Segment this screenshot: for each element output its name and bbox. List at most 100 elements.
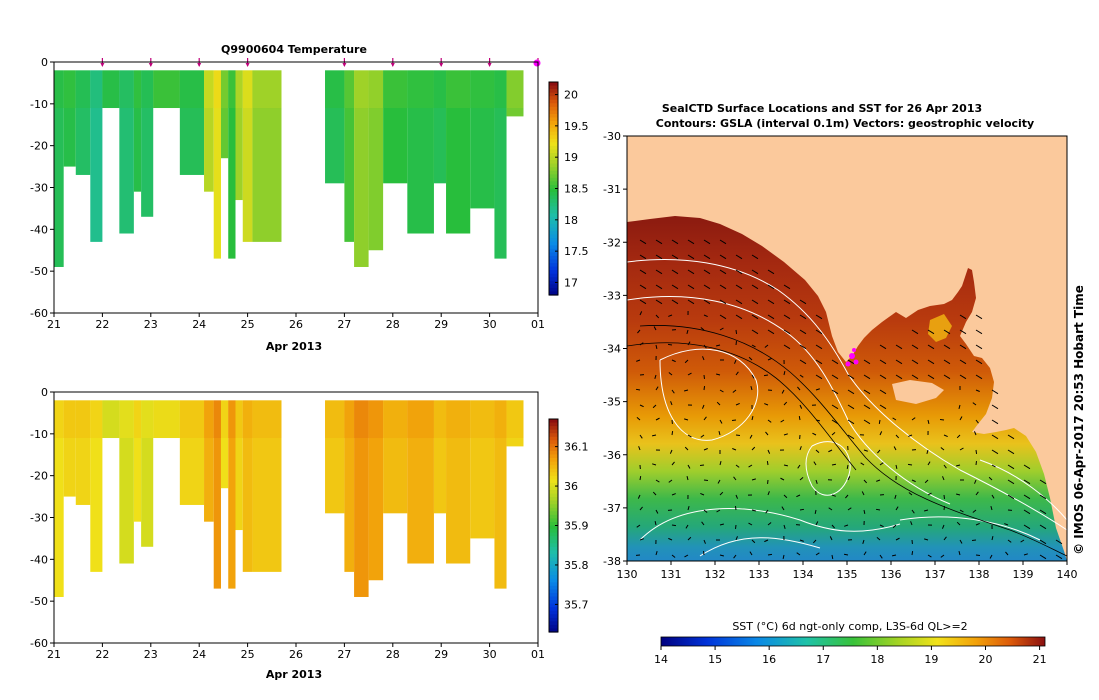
sst-colorbar-tick-label: 16 (762, 653, 776, 666)
velocity-vector (655, 284, 663, 290)
colorbar-segment (549, 592, 558, 598)
profile-cell-upper (446, 400, 471, 439)
sst-colorbar-tick-label: 14 (654, 653, 668, 666)
velocity-vector (892, 417, 897, 421)
map-y-tick-label: -31 (603, 183, 621, 196)
colorbar-segment (549, 170, 558, 175)
velocity-vector (765, 509, 769, 514)
colorbar-tick-label: 35.8 (564, 559, 589, 572)
seal-location-marker (845, 361, 851, 367)
profile-marker-head (390, 63, 395, 67)
colorbar-segment (549, 181, 558, 186)
profile-cell (119, 70, 134, 234)
velocity-vector (684, 359, 689, 364)
profile-cell-upper (242, 400, 253, 439)
velocity-vector (751, 539, 756, 544)
x-tick-label: 28 (386, 318, 400, 331)
profile-cell (213, 70, 221, 259)
colorbar-segment (549, 568, 558, 573)
colorbar-tick-label: 19 (564, 151, 578, 164)
colorbar-segment (549, 614, 558, 619)
map-x-tick-label: 140 (1057, 568, 1078, 581)
profile-cell (242, 400, 253, 572)
velocity-vector (717, 479, 721, 484)
velocity-vector (956, 464, 961, 467)
velocity-vector (735, 254, 743, 260)
seal-location-marker (849, 353, 855, 359)
profile-cell-upper (433, 400, 447, 439)
profile-cell-upper (506, 400, 524, 439)
velocity-vector (719, 327, 724, 331)
velocity-vector (780, 477, 785, 481)
profile-marker-head (100, 63, 105, 67)
velocity-vector (799, 508, 805, 511)
velocity-vector (973, 431, 977, 436)
colorbar-segment (549, 138, 558, 143)
velocity-vector (939, 418, 945, 421)
velocity-vector (991, 464, 996, 468)
velocity-vector (959, 539, 963, 544)
velocity-vector (797, 386, 801, 391)
temperature-colorbar: 17 17.5 18 18.5 19 19.5 20 (548, 81, 589, 296)
velocity-vector (958, 404, 961, 409)
velocity-vector (846, 464, 849, 470)
velocity-vector (751, 314, 759, 320)
velocity-vector (654, 374, 657, 379)
colorbar-segment (549, 532, 558, 537)
profile-marker-head (197, 63, 202, 67)
sst-colorbar-label: SST (°C) 6d ngt-only comp, L3S-6d QL>=2 (732, 620, 967, 633)
colorbar-segment (549, 241, 558, 246)
temperature-title: Q9900604 Temperature (221, 43, 367, 56)
velocity-vector (783, 314, 791, 320)
velocity-vector (943, 374, 951, 380)
profile-cell-upper (368, 400, 384, 439)
velocity-vector (991, 404, 999, 410)
velocity-vector (815, 359, 823, 365)
velocity-vector (767, 357, 772, 361)
velocity-vector (1023, 509, 1031, 515)
velocity-vector (638, 446, 641, 451)
colorbar-segment (549, 468, 558, 473)
velocity-vector (831, 431, 836, 436)
seal-surface-locations (845, 348, 859, 367)
velocity-vector (751, 254, 759, 260)
colorbar-segment (549, 121, 558, 126)
velocity-vector (991, 494, 995, 499)
velocity-vector (991, 535, 994, 541)
velocity-vector (975, 389, 980, 392)
velocity-vector (703, 509, 708, 513)
colorbar-segment (549, 160, 558, 165)
profile-cell-upper (228, 400, 236, 439)
velocity-vector (813, 461, 817, 466)
colorbar-segment (549, 511, 558, 516)
latest-profile-marker (533, 59, 541, 67)
velocity-vector (653, 326, 657, 331)
map-x-tick-label: 131 (661, 568, 682, 581)
velocity-vector (991, 419, 999, 425)
velocity-vector (844, 494, 849, 499)
colorbar-segment (549, 163, 558, 168)
velocity-vector (847, 359, 855, 365)
map-x-tick-label: 136 (881, 568, 902, 581)
velocity-vector (927, 492, 932, 496)
x-tick-label: 27 (337, 648, 351, 661)
colorbar-tick-label: 36 (564, 480, 578, 493)
velocity-vector (972, 402, 977, 406)
colorbar-segment (549, 589, 558, 594)
imos-timestamp-label: © IMOS 06-Apr-2017 20:53 Hobart Time (1072, 285, 1086, 555)
velocity-vector (718, 431, 721, 436)
velocity-vector (687, 341, 691, 346)
profile-cell-upper (470, 400, 495, 439)
velocity-vector (719, 554, 724, 557)
velocity-vector (923, 509, 929, 512)
velocity-vector (751, 299, 759, 305)
profile-cell-upper (90, 400, 103, 439)
colorbar-segment (549, 433, 558, 438)
velocity-vector (975, 329, 983, 335)
velocity-vector (927, 344, 935, 350)
velocity-vector (924, 538, 929, 541)
velocity-vector (655, 239, 663, 245)
velocity-vector (748, 356, 753, 361)
colorbar-segment (549, 291, 558, 296)
colorbar-segment (549, 518, 558, 523)
